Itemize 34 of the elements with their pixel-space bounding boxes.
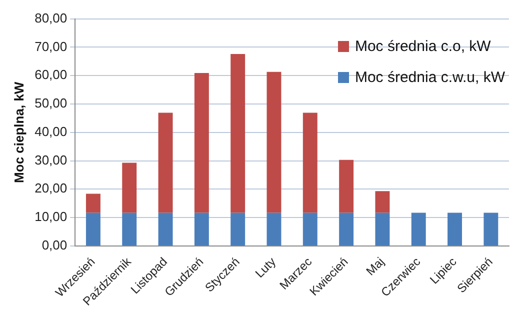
bar	[339, 212, 354, 246]
legend-label: Moc średnia c.o, kW	[354, 38, 491, 55]
bar	[266, 72, 282, 213]
bar	[302, 112, 318, 213]
bar	[266, 212, 282, 246]
bar	[194, 73, 209, 213]
y-tick-label: 50,00	[34, 96, 68, 111]
legend-label: Moc średnia c.w.u, kW	[354, 69, 505, 86]
y-tick-label: 10,00	[34, 209, 68, 224]
y-axis-title: Moc cieplna, kW	[11, 81, 26, 183]
bar	[302, 212, 318, 246]
y-tick-label: 20,00	[34, 180, 68, 196]
bar	[122, 212, 137, 246]
bar	[448, 212, 462, 246]
bar	[122, 162, 137, 213]
y-tick-label: 30,00	[34, 152, 68, 168]
bar	[484, 212, 498, 246]
bar	[230, 54, 246, 213]
y-tick-label: 70,00	[34, 38, 68, 54]
y-tick-label: 60,00	[34, 67, 68, 82]
bar	[158, 112, 173, 213]
bar	[375, 212, 390, 246]
bar	[86, 194, 100, 213]
bar	[230, 212, 246, 246]
y-tick-label: 80,00	[34, 10, 68, 26]
y-tick-label: 40,00	[34, 124, 68, 139]
bar	[86, 212, 100, 246]
bar	[411, 212, 426, 246]
x-tick-label: Luty	[252, 254, 278, 281]
bar	[339, 160, 354, 213]
bar	[158, 212, 173, 246]
bar	[375, 191, 390, 213]
bar	[194, 212, 209, 246]
y-tick-label: 0,00	[42, 238, 68, 253]
